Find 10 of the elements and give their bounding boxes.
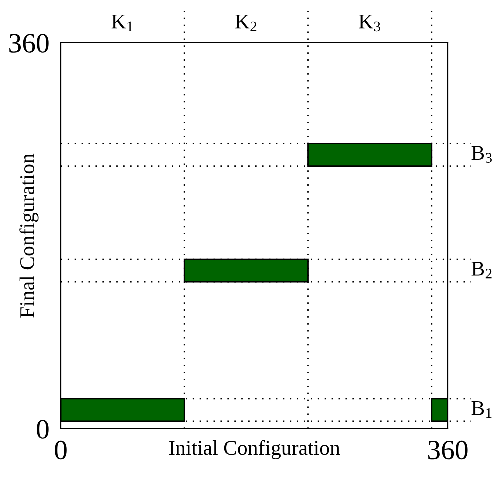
text: B$_{3}$ [472, 146, 492, 163]
y-axis-title: Final Configuration [20, 154, 39, 318]
text: K$_{3}$ [359, 14, 380, 32]
bar [308, 143, 433, 167]
text: K$_{2}$ [235, 14, 257, 32]
text: K$_{1}$ [112, 14, 133, 32]
bar [184, 258, 309, 283]
text: B$_{2}$ [472, 262, 492, 279]
text: B$_{1}$ [472, 401, 492, 418]
x-axis-title: Initial Configuration [169, 440, 340, 460]
